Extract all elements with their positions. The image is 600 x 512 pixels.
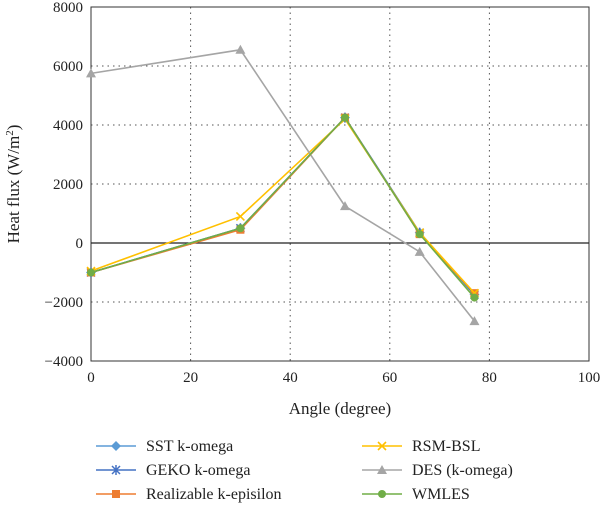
y-tick-label: 8000 — [53, 0, 83, 16]
series-1 — [86, 112, 480, 300]
data-point — [470, 293, 479, 302]
data-point — [235, 44, 246, 54]
legend-marker — [377, 465, 387, 474]
y-tick-label: 4000 — [53, 118, 83, 134]
x-tick-label: 40 — [283, 370, 298, 386]
series-2 — [86, 112, 479, 300]
y-axis-title-main: Heat flux (W/m — [4, 136, 23, 244]
series-3 — [87, 113, 479, 298]
y-tick-label: −2000 — [45, 295, 83, 311]
legend-item: Realizable k-episilon — [96, 486, 282, 503]
y-axis-title-close: ) — [4, 125, 23, 131]
plot-frame — [90, 6, 590, 362]
y-tick-label: −4000 — [45, 354, 83, 370]
legend-marker — [377, 441, 387, 451]
series-line — [90, 116, 476, 296]
series-6 — [87, 113, 479, 302]
series-4 — [86, 114, 480, 298]
data-point — [415, 230, 424, 239]
legend-item: RSM-BSL — [362, 438, 480, 455]
series-line — [90, 116, 476, 294]
legend-label: DES (k-omega) — [412, 462, 513, 479]
data-point — [235, 211, 245, 222]
data-series — [86, 44, 480, 326]
y-tick-label: 0 — [76, 236, 84, 252]
legend-marker — [112, 490, 120, 498]
data-point — [339, 201, 350, 211]
x-tick-label: 20 — [183, 370, 198, 386]
y-tick-label: 6000 — [53, 59, 83, 75]
data-point — [469, 316, 480, 326]
grid-lines — [91, 7, 589, 361]
x-tick-label: 100 — [578, 370, 600, 386]
x-tick-label: 80 — [482, 370, 497, 386]
axes — [90, 6, 590, 362]
tick-labels: 0 20 40 60 80 100 −4000 −2000 0 2000 4000 6000 8000 — [45, 0, 600, 386]
series-5 — [86, 44, 480, 326]
legend: SST k-omega GEKO k-omega Realizable k-epis… — [96, 438, 513, 503]
legend-label: RSM-BSL — [412, 438, 480, 455]
series-line — [90, 116, 476, 299]
legend-item: SST k-omega — [96, 438, 233, 455]
x-axis-title: Angle (degree) — [289, 399, 391, 418]
legend-item: WMLES — [362, 486, 470, 503]
legend-label: WMLES — [412, 486, 470, 503]
data-point — [87, 268, 95, 277]
legend-label: GEKO k-omega — [146, 462, 250, 479]
legend-marker — [378, 490, 386, 498]
legend-marker — [111, 465, 121, 475]
data-point — [86, 68, 96, 78]
legend-label: Realizable k-episilon — [146, 486, 282, 503]
x-tick-label: 0 — [87, 370, 95, 386]
series-line — [90, 116, 476, 296]
legend-marker — [111, 441, 121, 451]
x-tick-label: 60 — [382, 370, 397, 386]
legend-item: DES (k-omega) — [362, 462, 513, 479]
y-axis-title: Heat flux (W/m2) — [4, 125, 23, 244]
y-axis-title-superscript: 2 — [4, 130, 16, 136]
y-tick-label: 2000 — [53, 177, 83, 193]
legend-item: GEKO k-omega — [96, 462, 250, 479]
data-point — [340, 113, 349, 122]
series-line — [90, 117, 476, 294]
legend-label: SST k-omega — [146, 438, 233, 455]
data-point — [236, 224, 245, 233]
data-point — [414, 246, 425, 256]
